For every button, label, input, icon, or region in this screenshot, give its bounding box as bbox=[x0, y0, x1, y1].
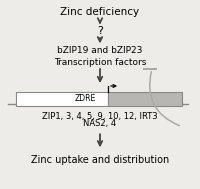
Text: Zinc uptake and distribution: Zinc uptake and distribution bbox=[31, 155, 169, 165]
Text: ZDRE: ZDRE bbox=[74, 94, 96, 103]
Text: NAS2, 4: NAS2, 4 bbox=[83, 119, 117, 128]
Text: bZIP19 and bZIP23
Transcription factors: bZIP19 and bZIP23 Transcription factors bbox=[54, 46, 146, 67]
Bar bbox=[16, 92, 108, 106]
Text: Zinc deficiency: Zinc deficiency bbox=[60, 7, 140, 17]
Bar bbox=[108, 92, 182, 106]
FancyArrowPatch shape bbox=[150, 72, 179, 126]
Text: ?: ? bbox=[97, 26, 103, 36]
Text: ZIP1, 3, 4, 5, 9, 10, 12, IRT3: ZIP1, 3, 4, 5, 9, 10, 12, IRT3 bbox=[42, 112, 158, 121]
